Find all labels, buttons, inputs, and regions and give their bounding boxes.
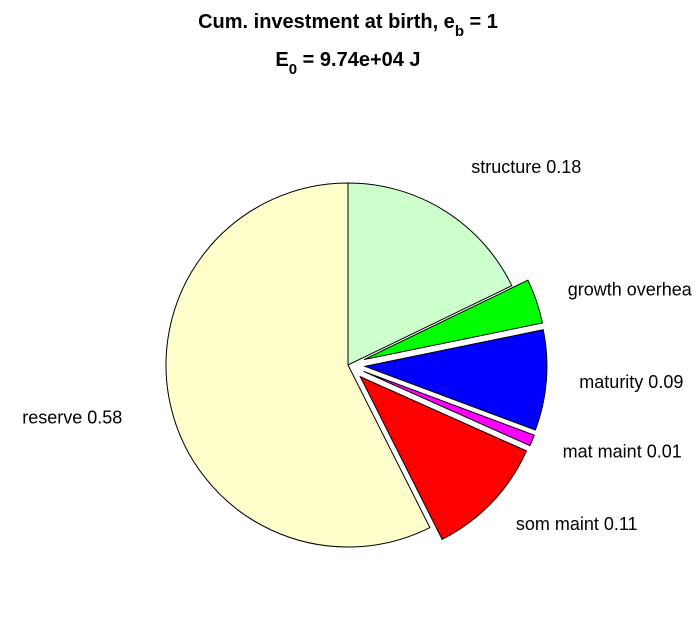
pie-slice-som-maint <box>359 375 528 540</box>
pie-slice-reserve <box>165 182 431 548</box>
slice-label-som-maint: som maint 0.11 <box>516 514 638 534</box>
pie-slice-structure <box>347 182 513 366</box>
pie-slices <box>165 182 548 548</box>
slice-label-reserve: reserve 0.58 <box>22 407 122 427</box>
pie-slice-growth-overhead <box>363 279 543 361</box>
pie-slice-mat-maint <box>363 370 535 447</box>
slice-label-mat-maint: mat maint 0.01 <box>563 442 682 462</box>
slice-label-maturity: maturity 0.09 <box>579 372 683 392</box>
chart-title-line2: E0 = 9.74e+04 J <box>275 49 420 78</box>
chart-title-line1: Cum. investment at birth, eb = 1 <box>198 11 498 40</box>
slice-label-growth-overhead: growth overhea <box>568 279 693 299</box>
pie-slice-maturity <box>363 329 548 431</box>
slice-label-structure: structure 0.18 <box>471 157 581 177</box>
pie-labels: structure 0.18 growth overhea maturity 0.0… <box>22 157 693 534</box>
